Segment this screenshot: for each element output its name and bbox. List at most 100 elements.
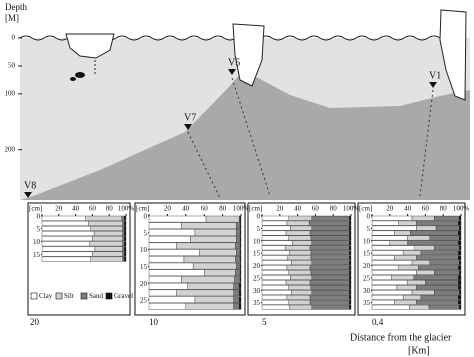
bar-segment — [309, 294, 350, 300]
bar-segment — [310, 250, 350, 256]
bar-segment — [288, 285, 312, 290]
bar-segment — [371, 240, 390, 246]
bar-segment — [148, 229, 196, 236]
bar-segment — [371, 215, 413, 221]
bar-segment — [286, 294, 311, 300]
bar-segment — [41, 246, 96, 252]
bar-segment — [311, 304, 350, 310]
bar-segment — [420, 294, 459, 300]
bar-segment — [371, 255, 395, 261]
bar-segment — [458, 285, 462, 290]
bar-segment — [239, 269, 242, 277]
bar-segment — [310, 270, 350, 275]
bar-segment — [371, 285, 398, 290]
bar-segment — [459, 304, 462, 310]
bar-segment — [349, 225, 352, 231]
core-arrow — [187, 131, 221, 199]
bar-segment — [238, 289, 242, 297]
depth-tick-label: 15 — [253, 250, 261, 258]
x-title: Distance from the glacier — [350, 332, 452, 343]
iceberg — [65, 33, 115, 59]
bar-segment — [291, 260, 313, 266]
bar-segment — [90, 226, 123, 231]
bar-segment — [148, 222, 182, 230]
bar-segment — [124, 236, 127, 242]
bar-segment — [236, 249, 241, 256]
depth-tick-label: 15 — [363, 250, 371, 258]
bar-segment — [458, 250, 462, 256]
bar-segment — [371, 275, 392, 280]
bar-segment — [238, 282, 242, 290]
bar-segment — [371, 294, 404, 300]
bar-segment — [310, 235, 350, 241]
bar-segment — [41, 236, 93, 242]
depth-tick-label: 10 — [363, 237, 371, 245]
bar-segment — [371, 304, 410, 310]
bar-segment — [261, 230, 287, 236]
bar-segment — [261, 235, 289, 241]
bar-segment — [458, 275, 462, 280]
bar-segment — [235, 269, 241, 277]
depth-tick-label: 5 — [257, 225, 261, 233]
bar-segment — [148, 289, 177, 297]
bar-segment — [236, 262, 241, 270]
x-tick-label: 20 — [386, 205, 394, 213]
bar-segment — [311, 260, 350, 266]
iceberg — [232, 23, 265, 87]
bar-segment — [233, 303, 240, 310]
bar-segment — [187, 282, 234, 290]
station-label: V5 — [228, 57, 240, 68]
bar-segment — [291, 290, 313, 295]
bar-segment — [148, 276, 182, 283]
bar-segment — [398, 265, 419, 271]
bar-segment — [148, 249, 200, 256]
station-marker — [184, 124, 192, 130]
bar-segment — [124, 231, 127, 237]
bar-segment — [261, 275, 291, 280]
bar-segment — [235, 242, 241, 250]
y-title: Depth — [5, 2, 27, 12]
bar-segment — [402, 250, 422, 256]
unit-label: [cm] — [29, 205, 42, 213]
bar-segment — [349, 250, 352, 256]
x-tick-label: 60 — [312, 205, 320, 213]
x-tick-label: 100% — [343, 205, 360, 213]
bar-segment — [411, 215, 435, 221]
bar-segment — [239, 242, 242, 250]
depth-tick-label: 20 — [363, 262, 371, 270]
bar-segment — [414, 245, 435, 251]
bar-segment — [416, 270, 435, 275]
legend-swatch — [80, 292, 88, 300]
bar-segment — [239, 256, 242, 263]
depth-tick-label: 20 — [253, 262, 261, 270]
bar-segment — [41, 241, 91, 247]
bar-segment — [409, 304, 430, 310]
x-tick-label: 60 — [89, 205, 97, 213]
bar-segment — [349, 270, 352, 275]
bar-segment — [371, 280, 408, 285]
bar-segment — [311, 290, 350, 295]
bar-segment — [148, 282, 188, 290]
x-tick-label: 40 — [404, 205, 412, 213]
bar-segment — [287, 255, 312, 261]
bar-segment — [349, 285, 352, 290]
bar-segment — [122, 241, 125, 247]
depth-tick-label: 15 — [33, 251, 41, 259]
distance-label: 0.4 — [372, 317, 384, 327]
y-tick-label: 0 — [12, 34, 16, 42]
bar-segment — [93, 231, 123, 237]
y-tick-label: 100 — [5, 89, 16, 97]
bar-segment — [458, 294, 462, 300]
bar-segment — [286, 220, 310, 226]
bar-segment — [261, 285, 289, 290]
bar-segment — [261, 215, 289, 221]
bar-segment — [236, 235, 241, 243]
bar-segment — [292, 240, 313, 246]
bar-segment — [458, 280, 462, 285]
bar-segment — [371, 235, 408, 241]
bar-segment — [311, 240, 350, 246]
bar-segment — [309, 245, 350, 251]
bar-segment — [425, 280, 459, 285]
bar-segment — [148, 256, 185, 263]
bar-segment — [261, 260, 292, 266]
